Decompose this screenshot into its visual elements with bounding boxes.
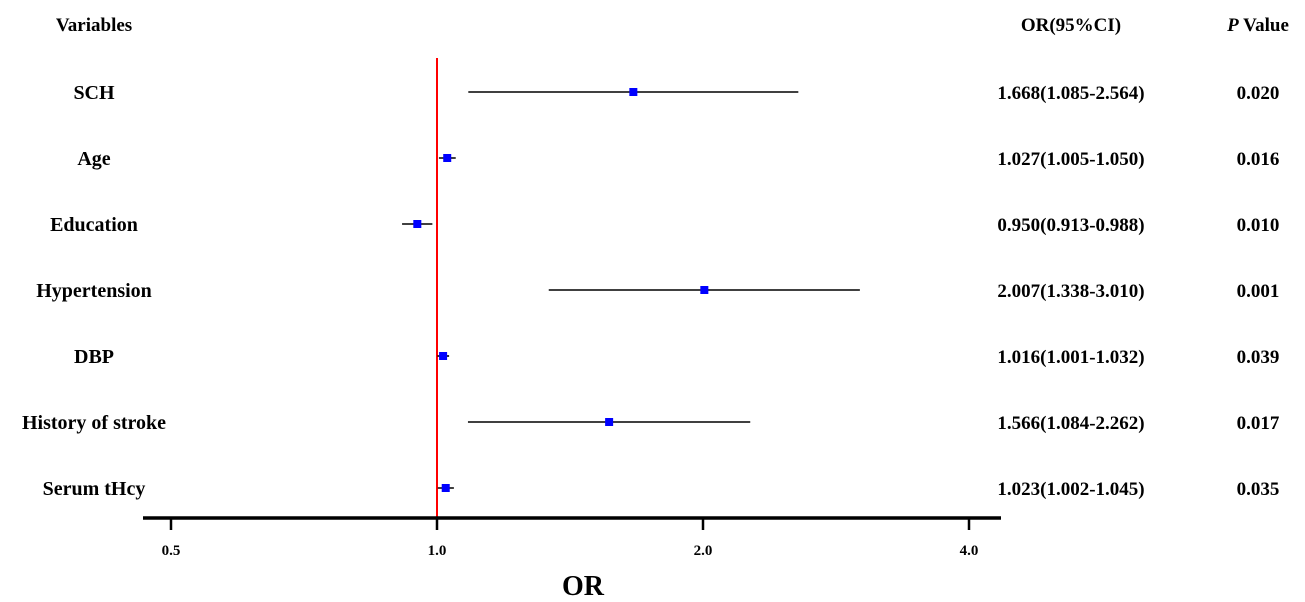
row-variable-label: DBP [74,346,114,368]
row-p-value: 0.020 [1237,83,1280,104]
row-p-value: 0.017 [1237,413,1280,434]
or-marker [413,220,422,228]
or-marker [443,154,452,162]
or-marker [700,286,709,294]
or-marker [439,352,448,360]
row-p-value: 0.016 [1237,149,1280,170]
row-p-value: 0.039 [1237,347,1280,368]
row-variable-label: Age [77,148,110,170]
row-variable-label: Serum tHcy [43,478,146,500]
row-p-value: 0.035 [1237,479,1280,500]
row-variable-label: SCH [73,82,115,104]
row-p-value: 0.010 [1237,215,1280,236]
x-tick-label: 4.0 [960,543,979,559]
row-or-ci-text: 1.016(1.001-1.032) [997,347,1144,368]
row-or-ci-text: 2.007(1.338-3.010) [997,281,1144,302]
header-p-italic: P [1226,15,1239,36]
x-tick-label: 2.0 [694,543,713,559]
header-p-value: P Value [1226,15,1289,36]
x-axis-title: OR [562,571,605,602]
row-variable-label: Hypertension [36,280,152,302]
x-tick-label: 0.5 [162,543,181,559]
or-marker [441,484,450,492]
header-variables: Variables [56,15,132,36]
or-marker [605,418,614,426]
row-or-ci-text: 1.023(1.002-1.045) [997,479,1144,500]
row-variable-label: History of stroke [22,412,166,434]
header-p-rest: Value [1239,15,1289,36]
row-or-ci-text: 1.668(1.085-2.564) [997,83,1144,104]
row-or-ci-text: 0.950(0.913-0.988) [997,215,1144,236]
row-p-value: 0.001 [1237,281,1280,302]
x-tick-label: 1.0 [428,543,447,559]
rows-group: SCH 1.668(1.085-2.564) 0.020 Age 1.027(1.005… [22,82,1280,500]
or-marker [629,88,638,96]
row-or-ci-text: 1.566(1.084-2.262) [997,413,1144,434]
row-variable-label: Education [50,214,138,236]
header-or-ci: OR(95%CI) [1021,15,1121,36]
x-axis-ticks: 0.5 1.0 2.0 4.0 [162,518,979,559]
row-or-ci-text: 1.027(1.005-1.050) [997,149,1144,170]
